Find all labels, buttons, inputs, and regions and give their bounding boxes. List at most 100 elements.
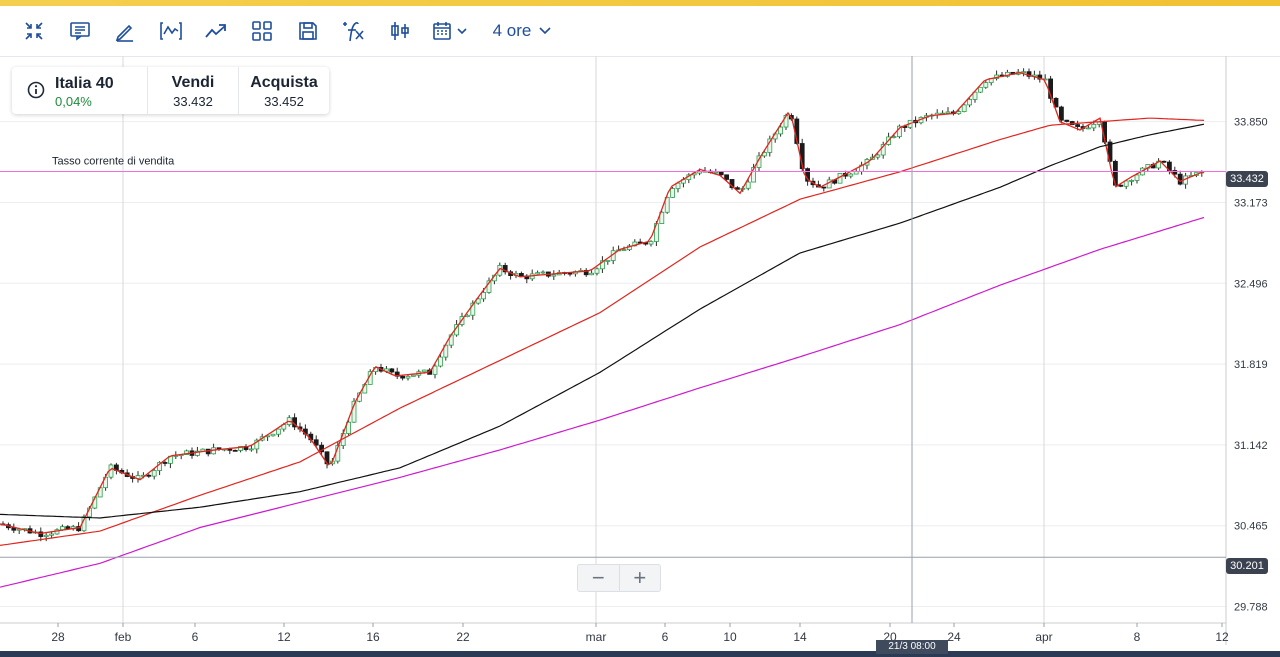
- candle-body: [319, 444, 325, 453]
- candle-body: [821, 186, 827, 189]
- y-tick-label: 31.819: [1234, 359, 1268, 371]
- candle-body: [410, 374, 416, 377]
- chevron-down-icon: [539, 27, 551, 35]
- candle-body: [967, 99, 972, 106]
- candle-body: [718, 171, 724, 176]
- candle-body: [1172, 170, 1178, 175]
- sell-label: Vendi: [171, 74, 215, 91]
- timeframe-dropdown[interactable]: 4 ore: [491, 16, 555, 46]
- candle-body: [978, 86, 983, 93]
- zoom-in-button[interactable]: +: [633, 565, 647, 590]
- candle-body: [254, 439, 260, 450]
- candlestick-type-icon[interactable]: [384, 16, 416, 46]
- top-accent-bar: [0, 0, 1280, 6]
- bottom-bar: [0, 651, 1280, 657]
- candle-body: [875, 154, 881, 158]
- candle-body: [713, 171, 719, 174]
- candle-body: [880, 144, 886, 156]
- candle-body: [502, 265, 508, 273]
- current-rate-label: Tasso corrente di vendita: [52, 156, 175, 168]
- timeframe-label: 4 ore: [492, 21, 532, 40]
- candle-body: [1091, 123, 1097, 129]
- current-price-tag: 33.432: [1226, 171, 1268, 187]
- indicator-wave-icon[interactable]: [155, 16, 187, 46]
- y-tick-label: 32.496: [1234, 278, 1268, 290]
- candle-body: [1086, 127, 1091, 130]
- function-fx-icon[interactable]: [337, 16, 369, 46]
- notes-icon[interactable]: [64, 16, 96, 46]
- layout-grid-icon[interactable]: [246, 16, 278, 46]
- candle-body: [162, 462, 168, 464]
- candle-body: [540, 271, 546, 274]
- ma-line: [0, 117, 1205, 546]
- candle-body: [605, 260, 611, 262]
- candle-body: [589, 272, 594, 276]
- x-tick-label: 6: [192, 630, 199, 644]
- candle-body: [194, 450, 200, 456]
- info-icon[interactable]: [27, 81, 45, 99]
- candle-body: [1037, 74, 1043, 80]
- candle-body: [648, 241, 654, 245]
- candle-body: [551, 274, 557, 277]
- x-tick-label: 12: [1215, 630, 1229, 644]
- candle-body: [346, 421, 352, 434]
- x-tick-label: 22: [456, 630, 470, 644]
- y-tick-label: 33.173: [1234, 197, 1268, 209]
- save-icon[interactable]: [292, 16, 324, 46]
- calendar-icon[interactable]: [430, 16, 470, 46]
- price-chart[interactable]: 33.850 33.173 32.496 31.819 31.142 30.465 29.7…: [0, 56, 1280, 657]
- x-tick-label: 14: [793, 630, 807, 644]
- candle-body: [313, 439, 319, 446]
- candle-body: [724, 174, 729, 180]
- candle-body: [248, 448, 254, 451]
- candle-body: [956, 111, 962, 115]
- instrument-name: Italia 40: [55, 75, 114, 92]
- zoom-controls: − +: [577, 564, 661, 592]
- candle-body: [600, 260, 605, 270]
- buy-panel[interactable]: Acquista 33.452: [239, 67, 329, 114]
- candle-body: [621, 249, 627, 252]
- candle-body: [232, 449, 238, 452]
- chart-toolbar: 4 ore: [0, 6, 1280, 57]
- fullscreen-toggle-icon[interactable]: [18, 16, 50, 46]
- instrument-change: 0,04%: [55, 94, 92, 109]
- candle-body: [535, 272, 540, 275]
- x-tick-label: 16: [366, 630, 380, 644]
- draw-pencil-icon[interactable]: [109, 16, 141, 46]
- candle-body: [486, 280, 492, 293]
- candle-body: [961, 104, 967, 112]
- candle-body: [567, 272, 573, 275]
- candle-body: [405, 375, 411, 379]
- candle-body: [437, 356, 443, 367]
- sell-panel[interactable]: Vendi 33.432: [148, 67, 239, 114]
- buy-value: 33.452: [264, 94, 304, 109]
- candle-body: [400, 375, 406, 379]
- x-tick-label: mar: [586, 630, 607, 644]
- candle-body: [583, 270, 589, 276]
- x-tick-label: 6: [662, 630, 669, 644]
- candle-body: [945, 111, 951, 114]
- candle-body: [751, 167, 756, 183]
- candle-body: [1134, 174, 1140, 181]
- candle-body: [421, 369, 427, 373]
- candle-body: [38, 531, 44, 537]
- zoom-out-button[interactable]: −: [578, 565, 620, 591]
- candle-body: [227, 448, 233, 451]
- candle-body: [745, 181, 751, 189]
- y-tick-label: 31.142: [1234, 440, 1268, 452]
- trend-arrow-icon[interactable]: [200, 16, 232, 46]
- candle-body: [778, 126, 783, 135]
- candle-body: [151, 470, 157, 477]
- x-tick-label: 12: [277, 630, 291, 644]
- candle-body: [184, 450, 190, 456]
- y-tick-label: 29.788: [1234, 602, 1268, 614]
- candle-body: [270, 433, 276, 437]
- candle-body: [1059, 106, 1064, 121]
- ma-line: [0, 72, 1205, 535]
- ma-line: [0, 216, 1205, 588]
- candle-body: [238, 446, 244, 451]
- candle-body: [389, 368, 395, 373]
- candle-body: [470, 302, 476, 316]
- candle-body: [49, 533, 54, 536]
- sell-value: 33.432: [173, 94, 213, 109]
